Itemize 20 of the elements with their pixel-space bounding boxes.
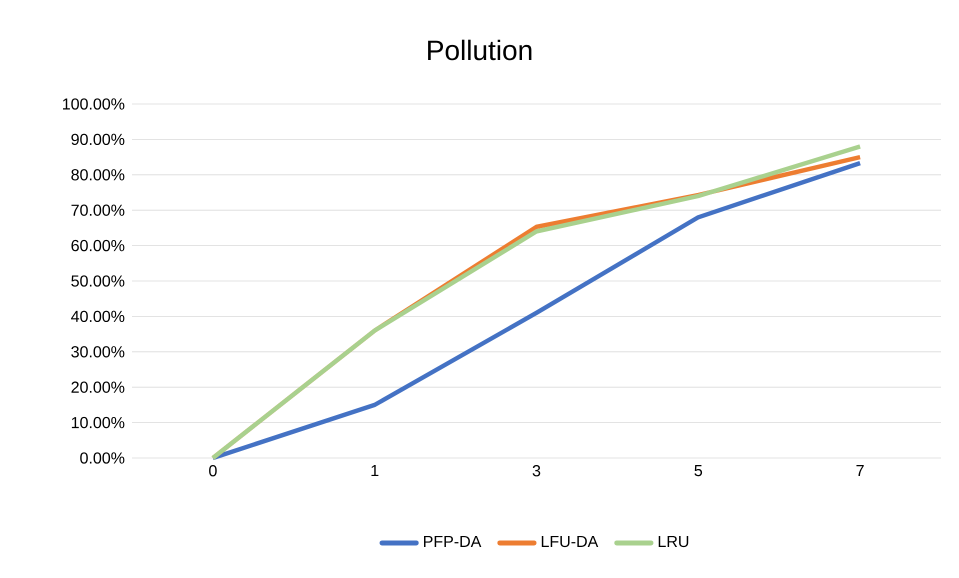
x-tick-label: 1 (371, 465, 378, 476)
x-tick-label: 5 (694, 465, 702, 476)
y-tick-label: 10.00% (72, 416, 124, 428)
y-tick-label: 70.00% (71, 204, 124, 216)
chart-title: Pollution (428, 40, 532, 60)
y-tick-label: 50.00% (71, 275, 124, 287)
legend-label: PFP-DA (424, 536, 482, 547)
x-tick-label: 0 (209, 465, 217, 476)
y-tick-label: 40.00% (71, 310, 124, 322)
y-tick-label: 30.00% (71, 346, 124, 358)
legend-label: LRU (658, 536, 688, 548)
x-tick-label: 3 (532, 465, 540, 476)
y-tick-label: 100.00% (63, 98, 124, 110)
legend-label: LFU-DA (542, 536, 598, 548)
y-tick-label: 20.00% (71, 382, 124, 393)
y-tick-label: 0.00% (80, 452, 124, 464)
y-tick-label: 90.00% (71, 134, 124, 146)
x-tick-label: 7 (856, 465, 864, 476)
y-tick-label: 80.00% (71, 169, 124, 180)
y-tick-label: 60.00% (71, 240, 124, 252)
